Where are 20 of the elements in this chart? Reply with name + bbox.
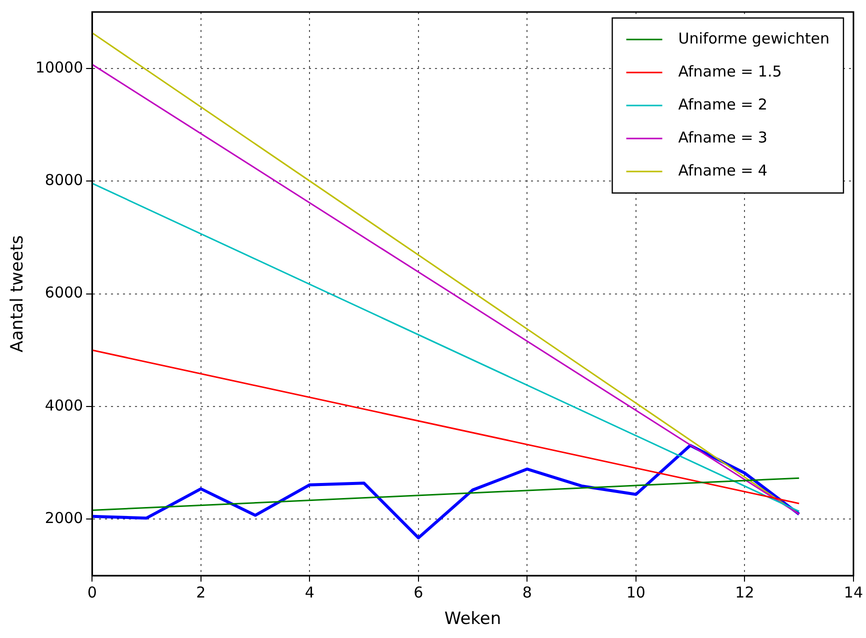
x-tick-label: 6 [414,583,424,602]
x-axis-title: Weken [444,609,502,630]
x-tick-label: 2 [196,583,206,602]
legend-label: Afname = 2 [678,95,768,114]
y-tick-label: 10000 [35,58,84,76]
y-tick-label: 8000 [44,170,84,189]
x-tick-label: 0 [87,583,97,602]
y-axis-title: Aantal tweets [8,235,28,352]
legend-label: Uniforme gewichten [678,29,830,48]
y-tick-label: 4000 [44,396,84,414]
y-tick-label: 6000 [44,284,84,302]
legend-label: Afname = 4 [678,161,768,180]
legend-label: Afname = 3 [678,128,768,146]
y-tick-label: 2000 [44,509,84,528]
x-tick-label: 14 [844,583,864,602]
x-tick-label: 12 [735,583,754,602]
x-tick-label: 8 [522,583,532,602]
legend-label: Afname = 1.5 [678,62,782,80]
x-tick-label: 4 [304,583,314,602]
x-tick-label: 10 [626,583,646,602]
